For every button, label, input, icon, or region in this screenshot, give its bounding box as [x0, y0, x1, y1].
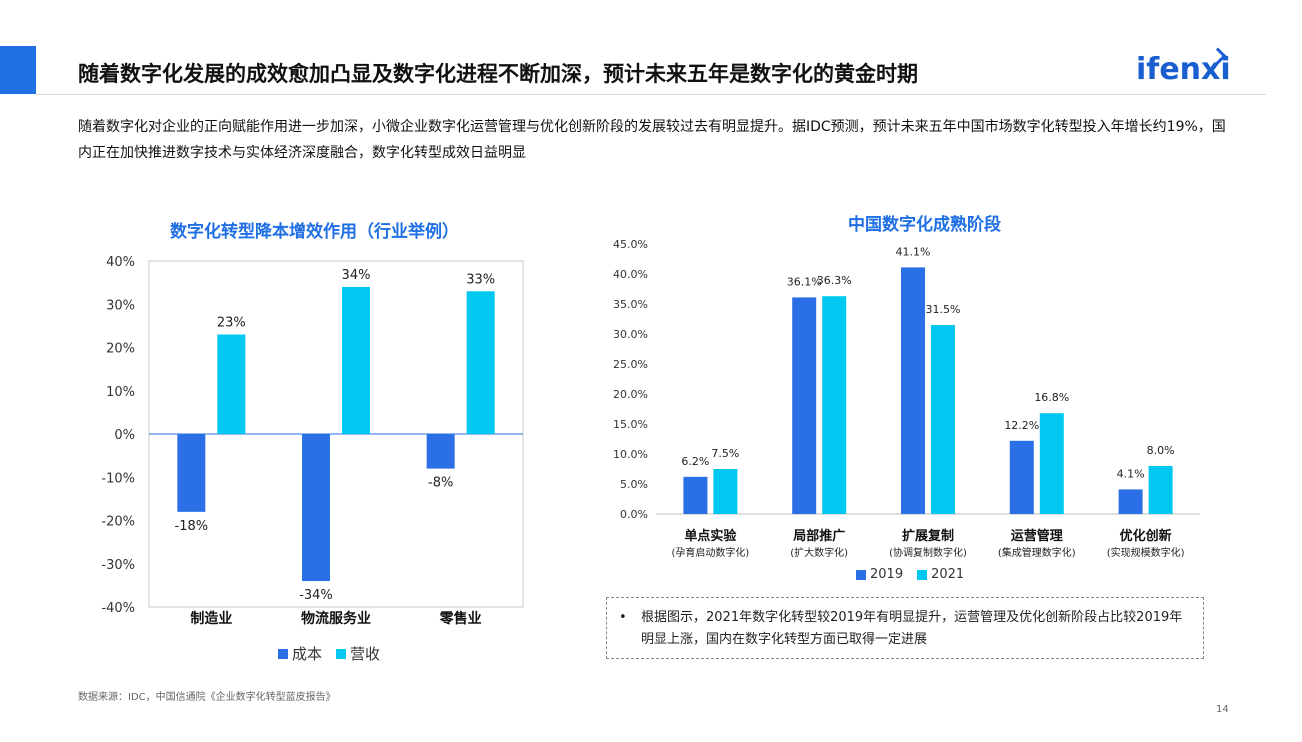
right-bar-2021 [822, 296, 847, 514]
left-y-tick-label: 40% [106, 255, 135, 270]
left-y-tick-label: -10% [101, 471, 135, 486]
right-data-label: 41.1% [896, 245, 931, 258]
legend-item-revenue: 营收 [336, 643, 380, 664]
legend-swatch-cost [278, 648, 288, 659]
left-bar-chart: 40% 30% 20% 10% 0% -10% -20% -30% -40% -18% 23% 制造业… [101, 255, 524, 627]
right-data-label: 16.8% [1034, 391, 1069, 404]
right-bar-2019 [901, 267, 925, 514]
legend-swatch-2021 [917, 569, 928, 580]
left-bar-成本 [302, 434, 330, 582]
data-source: 数据来源：IDC，中国信通院《企业数字化转型蓝皮报告》 [78, 692, 336, 703]
left-y-tick-label: 30% [106, 298, 135, 313]
right-data-label: 7.5% [711, 447, 739, 460]
right-y-tick-label: 30.0% [613, 328, 648, 341]
legend-item-2021: 2021 [917, 567, 964, 582]
right-subcategory-label: (协调复制数字化) [889, 546, 967, 559]
right-category-label: 扩展复制 [902, 528, 954, 544]
legend-swatch-2019 [856, 569, 866, 580]
right-y-tick-label: 35.0% [613, 298, 648, 311]
left-data-label: 33% [466, 272, 495, 287]
right-bar-2021 [1148, 466, 1173, 514]
right-bar-2021 [713, 469, 738, 514]
legend-label-2021: 2021 [931, 567, 965, 582]
legend-label-cost: 成本 [292, 645, 323, 663]
left-data-label: -18% [175, 519, 209, 534]
right-y-tick-label: 45.0% [613, 238, 648, 251]
left-data-label: 23% [217, 316, 246, 331]
right-data-label: 12.2% [1004, 419, 1039, 432]
right-subcategory-label: (实现规模数字化) [1107, 546, 1185, 559]
note-text: 根据图示，2021年数字化转型较2019年有明显提升，运营管理及优化创新阶段占比… [641, 610, 1183, 647]
left-bar-营收 [466, 291, 495, 434]
left-y-tick-label: -40% [101, 601, 135, 616]
right-data-label: 6.2% [681, 455, 709, 468]
left-data-label: -34% [299, 588, 333, 603]
right-data-label: 36.3% [817, 274, 852, 287]
right-subcategory-label: (扩大数字化) [790, 546, 848, 559]
note-box: • 根据图示，2021年数字化转型较2019年有明显提升，运营管理及优化创新阶段… [606, 597, 1204, 659]
legend-label-2019: 2019 [870, 567, 904, 582]
legend-swatch-revenue [336, 648, 347, 659]
right-bar-2021 [1039, 413, 1064, 514]
brand-logo: ifenxi [1136, 52, 1231, 87]
right-bar-chart: 45.0% 40.0% 35.0% 30.0% 25.0% 20.0% 15.0% 10.0%… [613, 238, 1200, 559]
right-y-tick-label: 40.0% [613, 268, 648, 281]
left-y-tick-label: -20% [101, 515, 135, 530]
left-chart-title: 数字化转型降本增效作用（行业举例） [170, 222, 459, 242]
left-y-tick-label: 20% [106, 342, 135, 357]
right-subcategory-label: (孕育启动数字化) [671, 546, 749, 559]
left-y-tick-label: 10% [106, 385, 135, 400]
right-category-label: 运营管理 [1011, 528, 1063, 544]
right-category-label: 局部推广 [793, 528, 845, 544]
left-category-label: 物流服务业 [301, 610, 371, 627]
right-category-label: 单点实验 [684, 528, 737, 544]
right-bar-2019 [792, 297, 817, 514]
left-data-label: 34% [342, 268, 371, 283]
right-data-label: 4.1% [1117, 467, 1145, 480]
left-category-label: 制造业 [190, 610, 232, 627]
left-y-tick-label: 0% [114, 428, 135, 443]
right-bar-2019 [1009, 440, 1034, 514]
left-bar-营收 [217, 334, 246, 434]
left-chart-legend: 成本 营收 [278, 643, 386, 664]
right-data-label: 8.0% [1147, 444, 1175, 457]
left-category-label: 零售业 [439, 610, 482, 627]
right-subcategory-label: (集成管理数字化) [998, 546, 1076, 559]
right-bar-2021 [931, 325, 955, 514]
right-y-tick-label: 15.0% [613, 418, 648, 431]
note-bullet: • [619, 610, 627, 625]
intro-paragraph: 随着数字化对企业的正向赋能作用进一步加深，小微企业数字化运营管理与优化创新阶段的… [78, 119, 1226, 161]
right-chart-legend: 2019 2021 [856, 567, 970, 582]
right-data-label: 31.5% [926, 303, 961, 316]
right-y-tick-label: 0.0% [620, 508, 648, 521]
left-y-tick-label: -30% [101, 558, 135, 573]
left-bar-营收 [342, 286, 370, 434]
page-number: 14 [1216, 704, 1229, 715]
legend-item-2019: 2019 [856, 567, 903, 582]
right-y-tick-label: 5.0% [620, 478, 648, 491]
left-bar-成本 [426, 434, 455, 469]
right-data-label: 36.1% [787, 275, 822, 288]
right-bar-2019 [1118, 489, 1143, 514]
right-category-label: 优化创新 [1120, 528, 1172, 544]
header-divider [36, 94, 1266, 95]
right-bar-2019 [683, 476, 708, 514]
page-title: 随着数字化发展的成效愈加凸显及数字化进程不断加深，预计未来五年是数字化的黄金时期 [78, 62, 918, 86]
right-y-tick-label: 25.0% [613, 358, 648, 371]
legend-label-revenue: 营收 [350, 645, 381, 663]
right-y-tick-label: 20.0% [613, 388, 648, 401]
legend-item-cost: 成本 [278, 643, 322, 664]
title-accent-bar [0, 46, 36, 94]
left-bar-成本 [177, 434, 206, 512]
left-data-label: -8% [428, 476, 453, 491]
right-chart-title: 中国数字化成熟阶段 [848, 215, 1001, 235]
right-y-tick-label: 10.0% [613, 448, 648, 461]
